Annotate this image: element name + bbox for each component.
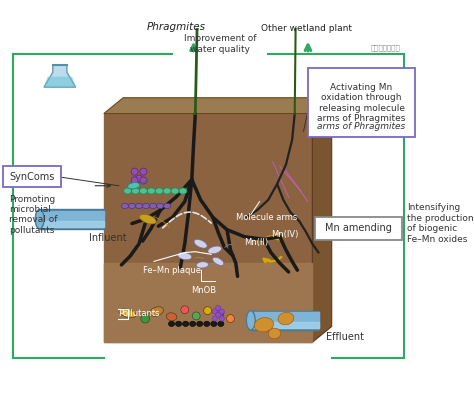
- Text: Improvement of
water quality: Improvement of water quality: [184, 34, 256, 54]
- Text: Mn(II): Mn(II): [245, 239, 269, 247]
- Text: SynComs: SynComs: [9, 172, 55, 182]
- Ellipse shape: [163, 188, 171, 194]
- Ellipse shape: [155, 188, 163, 194]
- Ellipse shape: [190, 321, 196, 326]
- Ellipse shape: [197, 321, 203, 326]
- Text: Promoting
microbial
removal of
pollutants: Promoting microbial removal of pollutant…: [9, 194, 57, 235]
- Ellipse shape: [175, 321, 182, 326]
- Bar: [251, 322, 319, 328]
- Ellipse shape: [178, 253, 191, 260]
- Ellipse shape: [168, 321, 174, 326]
- Ellipse shape: [136, 175, 143, 182]
- Ellipse shape: [216, 312, 221, 318]
- Text: MnOB: MnOB: [191, 286, 217, 295]
- Ellipse shape: [121, 203, 128, 208]
- Ellipse shape: [196, 262, 209, 268]
- Polygon shape: [312, 98, 332, 342]
- Ellipse shape: [278, 312, 294, 325]
- Ellipse shape: [216, 309, 224, 317]
- Ellipse shape: [35, 209, 44, 229]
- Text: 中国工程院院刊: 中国工程院院刊: [371, 44, 401, 51]
- Ellipse shape: [268, 328, 281, 339]
- Ellipse shape: [171, 188, 179, 194]
- Text: Fe–Mn plaque: Fe–Mn plaque: [143, 266, 201, 275]
- FancyBboxPatch shape: [315, 218, 402, 240]
- Bar: [251, 312, 319, 328]
- Ellipse shape: [156, 203, 164, 208]
- Polygon shape: [44, 77, 76, 87]
- Polygon shape: [44, 65, 76, 87]
- Text: Other wetland plant: Other wetland plant: [261, 24, 352, 33]
- Bar: [104, 263, 312, 342]
- Ellipse shape: [194, 239, 207, 248]
- Bar: [40, 211, 104, 227]
- Ellipse shape: [219, 309, 224, 314]
- Ellipse shape: [212, 309, 217, 314]
- Ellipse shape: [141, 314, 150, 323]
- Ellipse shape: [213, 258, 224, 265]
- Text: Effluent: Effluent: [326, 332, 364, 342]
- Ellipse shape: [182, 321, 189, 326]
- Ellipse shape: [131, 188, 139, 194]
- FancyBboxPatch shape: [308, 68, 415, 137]
- Text: Activating Mn
oxidation through
releasing molecule
arms of Phragmites: Activating Mn oxidation through releasin…: [318, 83, 406, 123]
- Text: Mn(IV): Mn(IV): [271, 230, 298, 239]
- Ellipse shape: [246, 311, 255, 330]
- Text: Phragmites: Phragmites: [146, 22, 205, 32]
- Text: Intensifying
the production
of biogenic
Fe–Mn oxides: Intensifying the production of biogenic …: [407, 204, 474, 243]
- Ellipse shape: [255, 318, 273, 332]
- Ellipse shape: [208, 246, 221, 254]
- Ellipse shape: [216, 305, 221, 311]
- Text: Influent: Influent: [89, 233, 126, 243]
- Ellipse shape: [131, 168, 138, 175]
- Ellipse shape: [150, 203, 156, 208]
- Ellipse shape: [140, 177, 147, 184]
- Ellipse shape: [211, 321, 217, 326]
- Bar: [251, 311, 319, 330]
- Ellipse shape: [166, 313, 177, 321]
- Ellipse shape: [119, 309, 136, 318]
- Text: Mn amending: Mn amending: [325, 223, 392, 233]
- Text: arms of Phragmites: arms of Phragmites: [318, 122, 406, 131]
- Ellipse shape: [131, 177, 138, 184]
- Ellipse shape: [139, 188, 147, 194]
- Ellipse shape: [140, 168, 147, 175]
- Ellipse shape: [124, 188, 131, 194]
- Ellipse shape: [204, 307, 211, 315]
- Text: Pollutants: Pollutants: [118, 309, 159, 318]
- Ellipse shape: [192, 312, 200, 320]
- Text: Molecule arms: Molecule arms: [236, 213, 297, 222]
- Polygon shape: [104, 98, 332, 114]
- Ellipse shape: [136, 203, 143, 208]
- Ellipse shape: [164, 203, 171, 208]
- Ellipse shape: [150, 307, 164, 316]
- Ellipse shape: [219, 316, 224, 321]
- Ellipse shape: [128, 183, 140, 189]
- Ellipse shape: [139, 214, 156, 224]
- Ellipse shape: [143, 203, 150, 208]
- Bar: [104, 114, 312, 342]
- Ellipse shape: [128, 203, 136, 208]
- Bar: [40, 209, 104, 229]
- Ellipse shape: [147, 188, 155, 194]
- Ellipse shape: [218, 321, 224, 326]
- Bar: [40, 221, 104, 227]
- FancyBboxPatch shape: [3, 166, 61, 187]
- Ellipse shape: [204, 321, 210, 326]
- Ellipse shape: [227, 315, 235, 323]
- Ellipse shape: [212, 316, 217, 321]
- Ellipse shape: [179, 188, 187, 194]
- Ellipse shape: [181, 306, 189, 314]
